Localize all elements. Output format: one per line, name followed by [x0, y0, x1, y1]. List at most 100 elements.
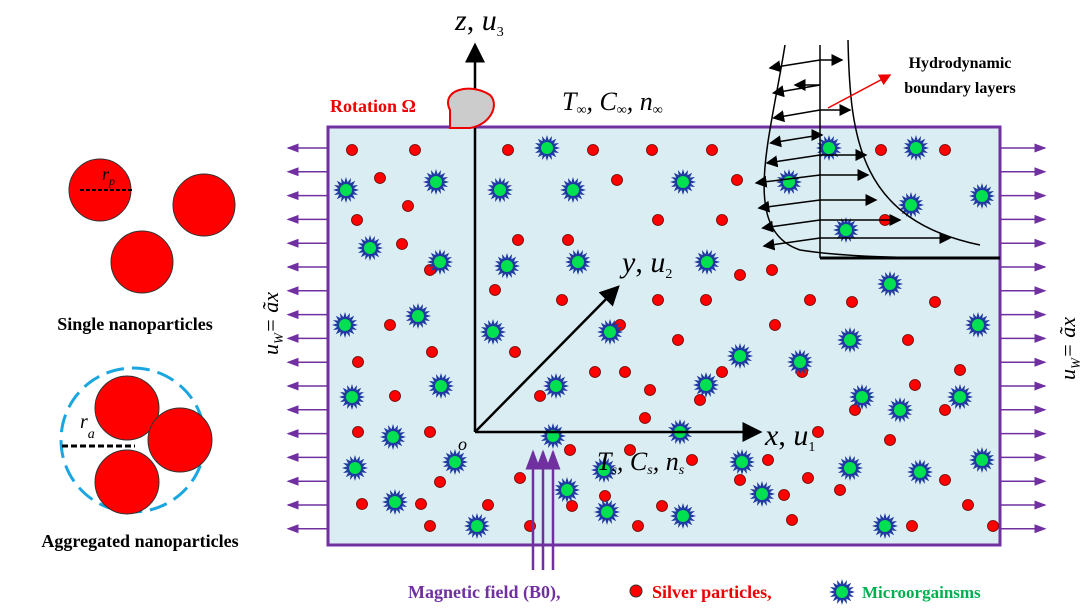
silver-particle: [652, 214, 664, 226]
microorganism-core: [976, 454, 988, 466]
silver-particle: [706, 144, 718, 156]
radius-label: ra: [80, 411, 95, 442]
microorganism-core: [701, 256, 713, 268]
origin-label: o: [458, 434, 467, 454]
microorganism-core: [494, 184, 506, 196]
microorganism-core: [487, 326, 499, 338]
velocity-arrow: [761, 219, 821, 233]
microorganism-core: [700, 379, 712, 391]
ambient-conditions: T∞, C∞, n∞: [562, 87, 663, 118]
silver-particle: [624, 444, 636, 456]
microorganism-core: [734, 350, 746, 362]
velocity-arrow: [765, 154, 821, 168]
silver-particle: [734, 269, 746, 281]
velocity-arrow: [768, 59, 821, 73]
silver-particle: [352, 426, 364, 438]
legend-silver-icon: [629, 584, 643, 598]
microorganism-core: [976, 190, 988, 202]
microorganism-core: [677, 176, 689, 188]
microorganism-core: [567, 184, 579, 196]
microorganism-core: [346, 391, 358, 403]
silver-particle: [786, 514, 798, 526]
silver-particle: [731, 174, 743, 186]
y-axis-label: y, u2: [619, 246, 672, 282]
microorganism-core: [823, 142, 835, 154]
boundary-label: Hydrodynamic: [909, 55, 1012, 72]
silver-particle: [939, 144, 951, 156]
silver-particle: [424, 426, 436, 438]
silver-particle: [962, 499, 974, 511]
silver-particle: [534, 390, 546, 402]
microorganism-core: [412, 310, 424, 322]
rotation-icon: [447, 87, 495, 129]
magnetic-field-arrows: [525, 449, 561, 570]
microorganism-core: [541, 142, 553, 154]
microorganism-core: [836, 586, 848, 598]
microorganism-core: [794, 356, 806, 368]
silver-particle: [672, 334, 684, 346]
silver-particle: [587, 144, 599, 156]
microorganism-core: [736, 456, 748, 468]
microorganism-core: [339, 319, 351, 331]
microorganism-core: [840, 224, 852, 236]
silver-particle: [409, 144, 421, 156]
microorganism-core: [844, 462, 856, 474]
silver-particle: [802, 472, 814, 484]
legend-micro: Microorgainsms: [862, 583, 981, 602]
microorganism-core: [856, 391, 868, 403]
microorganism-core: [884, 278, 896, 290]
silver-particle: [884, 434, 896, 446]
silver-particle: [656, 500, 668, 512]
microorganism-core: [756, 488, 768, 500]
legend-silver: Silver particles,: [652, 582, 772, 602]
silver-particle: [489, 284, 501, 296]
silver-particle: [716, 214, 728, 226]
silver-particle: [929, 296, 941, 308]
silver-particle: [619, 366, 631, 378]
silver-particle: [846, 296, 858, 308]
silver-particle: [509, 346, 521, 358]
silver-particle: [700, 294, 712, 306]
boundary-label: boundary layers: [904, 80, 1016, 97]
silver-particle: [639, 412, 651, 424]
silver-particle: [646, 144, 658, 156]
silver-particle: [686, 454, 698, 466]
microorganism-core: [844, 334, 856, 346]
microorganism-core: [905, 199, 917, 211]
microorganism-core: [972, 319, 984, 331]
silver-particle: [987, 520, 999, 532]
rotation-label: Rotation Ω: [330, 96, 416, 116]
velocity-arrow: [769, 134, 821, 148]
silver-particle: [566, 500, 578, 512]
silver-particle: [875, 144, 887, 156]
silver-particle: [402, 200, 414, 212]
silver-particle: [939, 474, 951, 486]
aggregated-nanoparticles: [94, 375, 213, 515]
microorganism-core: [349, 462, 361, 474]
silver-particle: [482, 499, 494, 511]
legend-magnetic: Magnetic field (B0),: [408, 582, 560, 603]
silver-particle: [502, 144, 514, 156]
microorganism-core: [387, 431, 399, 443]
silver-particle: [374, 172, 386, 184]
silver-particle: [562, 234, 574, 246]
silver-particle: [599, 490, 611, 502]
boundary-layer: [754, 39, 1001, 260]
microorganism-core: [449, 456, 461, 468]
silver-particle: [396, 238, 408, 250]
silver-particle: [611, 174, 623, 186]
microorganism-core: [954, 391, 966, 403]
microorganism-core: [894, 404, 906, 416]
silver-particle: [564, 444, 576, 456]
legend-micro-icon: [829, 579, 855, 605]
radius-label: rp: [102, 164, 115, 188]
microorganism-core: [364, 242, 376, 254]
microorganism-core: [389, 496, 401, 508]
silver-particle: [834, 484, 846, 496]
microorganism-core: [430, 176, 442, 188]
silver-particle: [812, 426, 824, 438]
particles: [332, 135, 999, 539]
microorganism-core: [677, 510, 689, 522]
microorganism-core: [471, 520, 483, 532]
